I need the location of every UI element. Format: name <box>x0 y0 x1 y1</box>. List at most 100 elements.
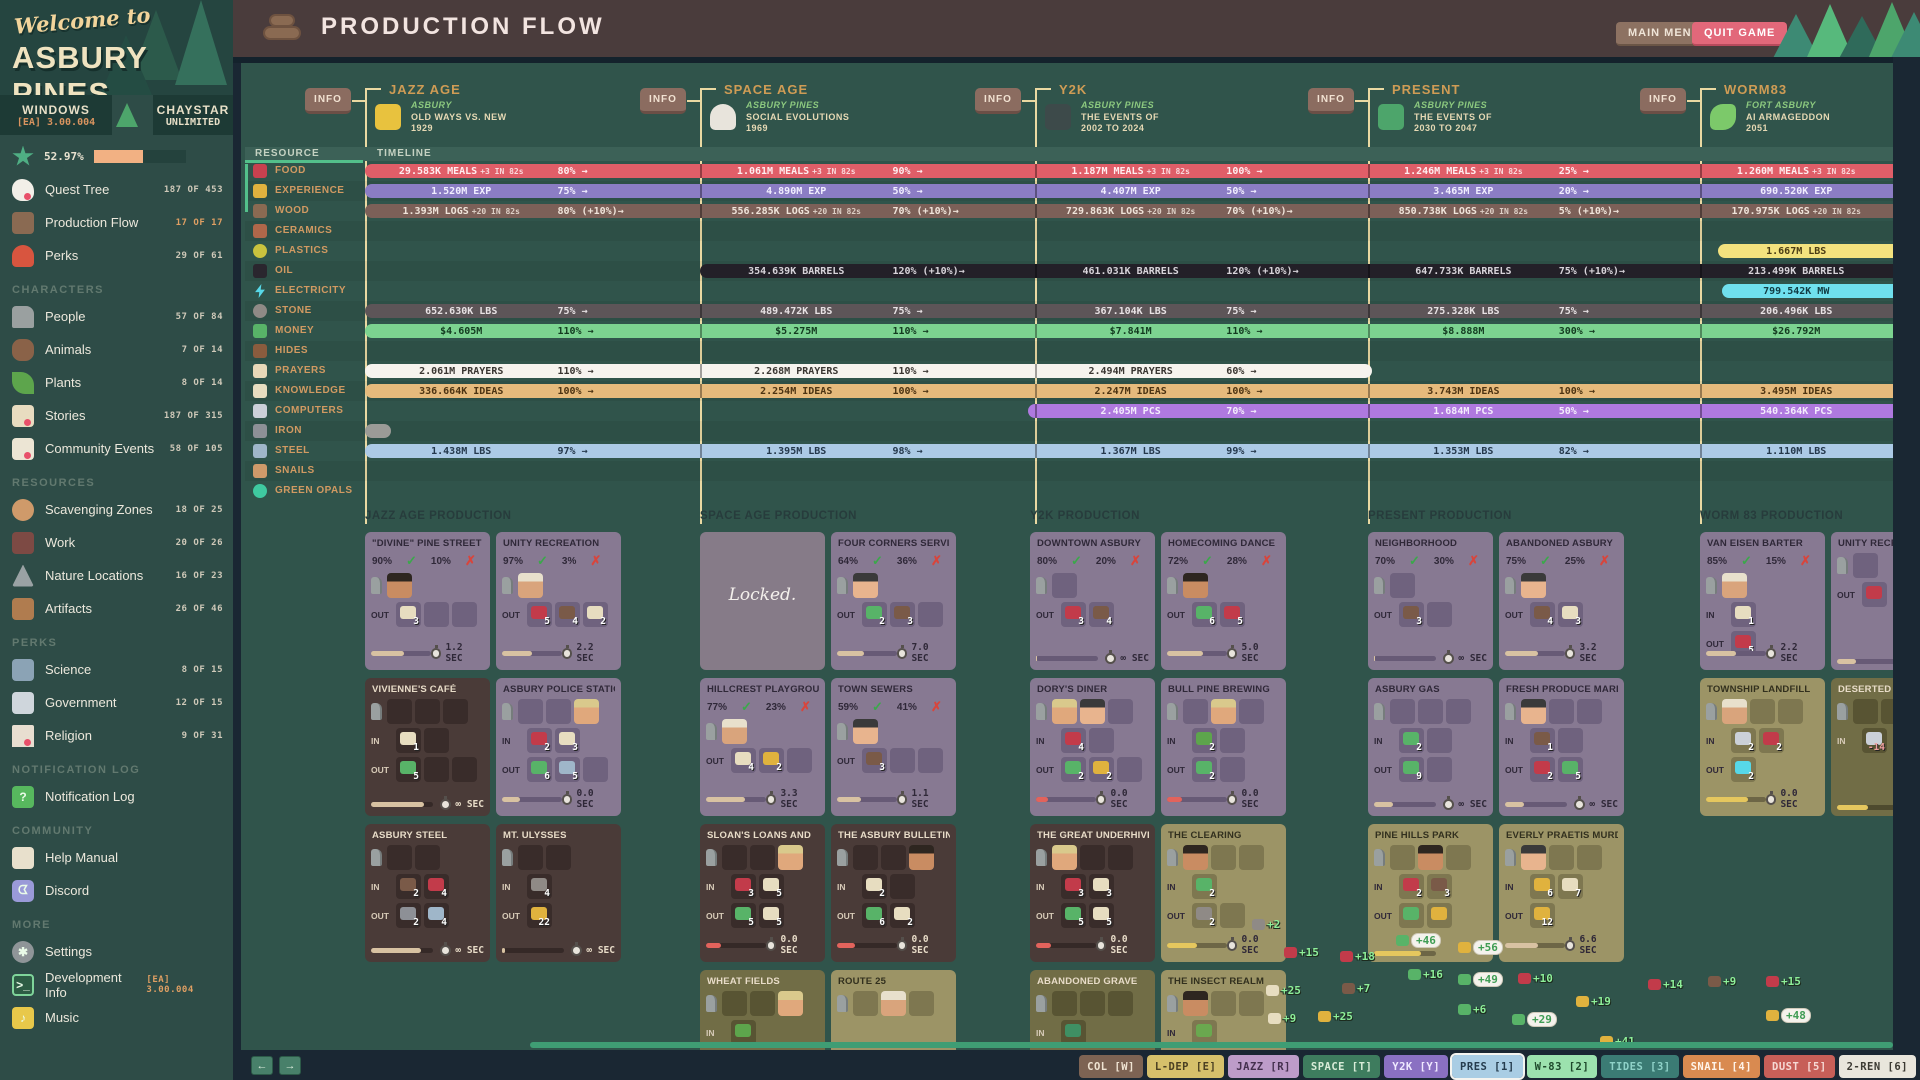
resource-slot[interactable] <box>918 748 943 773</box>
resource-slot[interactable]: 7 <box>1558 874 1583 899</box>
horizontal-scrollbar[interactable] <box>530 1042 1893 1048</box>
resource-slot[interactable]: 4 <box>1530 602 1555 627</box>
production-card[interactable]: THE INSECT REALM IN <box>1161 970 1286 1050</box>
resource-slot[interactable] <box>1089 728 1114 753</box>
era-tab-y2k[interactable]: Y2K [Y] <box>1384 1055 1449 1078</box>
worker-portrait[interactable] <box>722 719 747 744</box>
production-card[interactable]: SLOAN'S LOANS AND IN 3 5 OUT 5 5 0.0 SEC <box>700 824 825 962</box>
resource-slot[interactable] <box>452 602 477 627</box>
resource-slot[interactable]: 5 <box>1089 903 1114 928</box>
resource-slot[interactable]: 5 <box>396 757 421 782</box>
resource-slot[interactable]: 1 <box>1530 728 1555 753</box>
resource-slot[interactable]: 2 <box>862 602 887 627</box>
sidebar-item-community-events[interactable]: Community Events 58 OF 105 <box>0 432 233 465</box>
era-tab-snail[interactable]: SNAIL [4] <box>1682 1055 1761 1078</box>
resource-slot[interactable] <box>1390 699 1415 724</box>
resource-slot[interactable]: 4 <box>731 748 756 773</box>
resource-slot[interactable] <box>546 699 571 724</box>
resource-slot[interactable]: 4 <box>1089 602 1114 627</box>
resource-slot[interactable] <box>387 845 412 870</box>
resource-slot[interactable] <box>1862 582 1887 607</box>
resource-slot[interactable] <box>1052 573 1077 598</box>
resource-slot[interactable] <box>424 728 449 753</box>
resource-slot[interactable] <box>750 845 775 870</box>
resource-slot[interactable]: 2 <box>890 903 915 928</box>
resource-slot[interactable] <box>1853 553 1878 578</box>
resource-slot[interactable]: 2 <box>1399 874 1424 899</box>
sidebar-item-music[interactable]: ♪ Music <box>0 1001 233 1034</box>
resource-slot[interactable] <box>452 757 477 782</box>
resource-slot[interactable] <box>1211 845 1236 870</box>
production-card[interactable]: HOMECOMING DANCE 72% ✓ 28% ✗ OUT 6 5 5.0 SEC <box>1161 532 1286 670</box>
resource-slot[interactable]: 5 <box>759 874 784 899</box>
resource-slot[interactable] <box>722 991 747 1016</box>
sidebar-item-religion[interactable]: Religion 9 OF 31 <box>0 719 233 752</box>
resource-slot[interactable] <box>750 991 775 1016</box>
era-info-button[interactable]: INFO <box>1308 88 1354 114</box>
resource-slot[interactable]: 22 <box>527 903 552 928</box>
resource-slot[interactable]: 2 <box>396 874 421 899</box>
resource-slot[interactable] <box>881 845 906 870</box>
sidebar-item-development-info[interactable]: >_ Development Info [EA] 3.00.004 <box>0 968 233 1001</box>
era-info-button[interactable]: INFO <box>1640 88 1686 114</box>
resource-slot[interactable]: -14 <box>1862 728 1887 753</box>
resource-slot[interactable] <box>1881 699 1893 724</box>
resource-slot[interactable]: 3 <box>1399 602 1424 627</box>
resource-slot[interactable]: 3 <box>731 874 756 899</box>
resource-slot[interactable] <box>1220 757 1245 782</box>
era-tab-l-dep[interactable]: L-DEP [E] <box>1146 1055 1225 1078</box>
resource-slot[interactable]: 2 <box>1759 728 1784 753</box>
resource-slot[interactable] <box>1549 699 1574 724</box>
era-info-button[interactable]: INFO <box>640 88 686 114</box>
resource-slot[interactable] <box>546 845 571 870</box>
resource-slot[interactable]: 3 <box>1558 602 1583 627</box>
resource-slot[interactable]: 6 <box>862 903 887 928</box>
resource-slot[interactable]: 3 <box>555 728 580 753</box>
sidebar-item-government[interactable]: Government 12 OF 15 <box>0 686 233 719</box>
resource-slot[interactable]: 3 <box>1061 874 1086 899</box>
resource-slot[interactable]: 1 <box>396 728 421 753</box>
resource-slot[interactable] <box>1192 1020 1217 1045</box>
worker-portrait[interactable] <box>1722 699 1747 724</box>
resource-slot[interactable]: 5 <box>759 903 784 928</box>
resource-slot[interactable] <box>918 602 943 627</box>
resource-slot[interactable]: 2 <box>1192 728 1217 753</box>
era-tab-space[interactable]: SPACE [T] <box>1302 1055 1381 1078</box>
worker-portrait[interactable] <box>853 719 878 744</box>
scroll-left-button[interactable]: ← <box>251 1056 273 1075</box>
resource-slot[interactable] <box>1427 602 1452 627</box>
resource-slot[interactable] <box>1399 903 1424 928</box>
production-card[interactable]: FOUR CORNERS SERVICE 64% ✓ 36% ✗ OUT 2 3 7.0 SEC <box>831 532 956 670</box>
resource-slot[interactable]: 12 <box>1530 903 1555 928</box>
resource-slot[interactable]: 3 <box>862 748 887 773</box>
resource-slot[interactable] <box>1052 991 1077 1016</box>
resource-slot[interactable]: 4 <box>424 903 449 928</box>
resource-slot[interactable] <box>890 748 915 773</box>
production-card[interactable]: ABANDONED ASBURY 75% ✓ 25% ✗ OUT 4 3 3.2 SEC <box>1499 532 1624 670</box>
sidebar-item-plants[interactable]: Plants 8 OF 14 <box>0 366 233 399</box>
production-card[interactable]: EVERLY PRAETIS MURDER IN 6 7 OUT 12 6.6 SEC <box>1499 824 1624 962</box>
worker-portrait[interactable] <box>518 573 543 598</box>
production-card[interactable]: BULL PINE BREWING IN 2 OUT 2 0.0 SEC <box>1161 678 1286 816</box>
resource-slot[interactable]: 2 <box>862 874 887 899</box>
resource-slot[interactable] <box>1080 845 1105 870</box>
resource-slot[interactable] <box>1853 699 1878 724</box>
production-card[interactable]: "DIVINE" PINE STREET 90% ✓ 10% ✗ OUT 3 1.2 SEC <box>365 532 490 670</box>
production-card[interactable]: MT. ULYSSES IN 4 OUT 22 ∞ SEC <box>496 824 621 962</box>
resource-slot[interactable] <box>890 874 915 899</box>
resource-slot[interactable] <box>1558 728 1583 753</box>
resource-slot[interactable] <box>853 845 878 870</box>
worker-portrait[interactable] <box>1183 845 1208 870</box>
resource-slot[interactable] <box>853 991 878 1016</box>
resource-slot[interactable] <box>1427 728 1452 753</box>
resource-slot[interactable]: 2 <box>759 748 784 773</box>
resource-slot[interactable]: 4 <box>1061 728 1086 753</box>
resource-slot[interactable]: 9 <box>1399 757 1424 782</box>
sidebar-item-animals[interactable]: Animals 7 OF 14 <box>0 333 233 366</box>
resource-slot[interactable] <box>1577 845 1602 870</box>
production-card[interactable]: FRESH PRODUCE MARKET IN 1 OUT 2 5 ∞ SEC <box>1499 678 1624 816</box>
production-card[interactable]: ASBURY POLICE STATION IN 2 3 OUT 6 5 0.0 SEC <box>496 678 621 816</box>
production-card[interactable]: ASBURY GAS IN 2 OUT 9 ∞ SEC <box>1368 678 1493 816</box>
worker-portrait[interactable] <box>1052 699 1077 724</box>
